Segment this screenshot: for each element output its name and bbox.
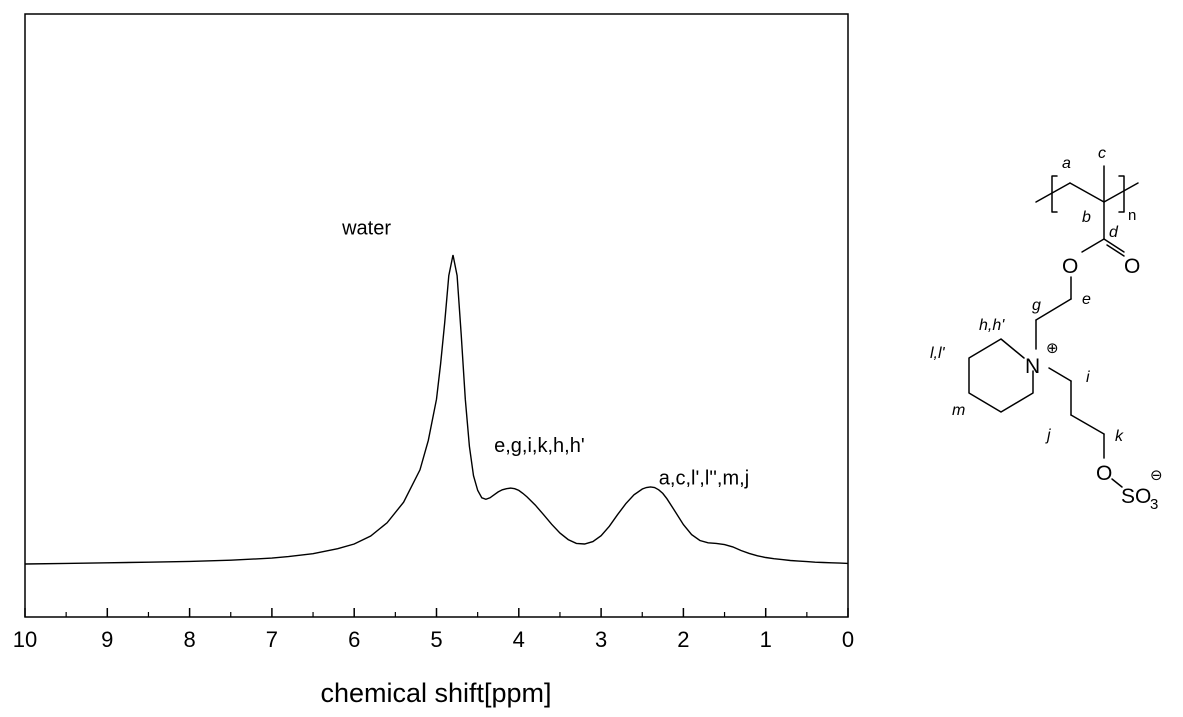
x-tick-label: 0	[842, 627, 854, 652]
carbonyl-double-bond-2	[1106, 244, 1125, 257]
annotation-e-g-i-k-h: e,g,i,k,h,h'	[494, 435, 585, 457]
backbone-bond-right	[1103, 182, 1139, 203]
atom-o-sulfo: O	[1096, 462, 1112, 485]
x-axis-tick-labels: 10 9 8 7 6 5 4 3 2 1 0	[13, 627, 854, 652]
x-tick-label: 2	[677, 627, 689, 652]
atom-so3: SO	[1121, 485, 1151, 508]
backbone-bond-left	[1035, 182, 1071, 203]
atom-n: N	[1025, 355, 1040, 378]
bond-e-g	[1035, 298, 1072, 321]
label-d: d	[1109, 224, 1119, 241]
x-tick-label: 10	[13, 627, 37, 652]
x-tick-label: 1	[760, 627, 772, 652]
ester-bond	[1081, 238, 1105, 253]
x-axis-ticks	[24, 608, 849, 617]
bond-o-s	[1111, 478, 1123, 488]
chemical-structure	[968, 165, 1139, 488]
label-e: e	[1082, 291, 1091, 308]
label-ll: l,l'	[930, 345, 946, 362]
label-k: k	[1115, 428, 1124, 445]
x-tick-label: 6	[348, 627, 360, 652]
backbone-bond-a	[1069, 182, 1105, 203]
x-tick-label: 4	[513, 627, 525, 652]
label-i: i	[1086, 369, 1090, 386]
charge-plus: ⊕	[1046, 340, 1059, 357]
bracket-right	[1118, 175, 1125, 213]
label-hh: h,h'	[979, 317, 1005, 334]
atom-so3-subscript: 3	[1150, 496, 1158, 513]
carbonyl-double-bond-1	[1103, 238, 1125, 253]
label-g: g	[1032, 297, 1041, 314]
x-axis-title: chemical shift[ppm]	[320, 678, 551, 708]
x-tick-label: 5	[430, 627, 442, 652]
x-tick-label: 3	[595, 627, 607, 652]
atom-o-carbonyl: O	[1124, 255, 1140, 278]
annotation-a-c-l-m-j: a,c,l',l'',m,j	[659, 468, 749, 490]
x-tick-label: 9	[101, 627, 113, 652]
atom-o-ester: O	[1062, 255, 1078, 278]
x-tick-label: 8	[183, 627, 195, 652]
label-n: n	[1128, 207, 1136, 224]
bracket-left	[1051, 175, 1058, 213]
structure-labels: a c b d n O O e g h,h' l,l' N ⊕ i m j k …	[930, 145, 1163, 513]
label-m: m	[952, 402, 965, 419]
piperidine-ring	[968, 338, 1034, 413]
label-j: j	[1045, 427, 1051, 444]
label-c: c	[1098, 145, 1106, 162]
label-b: b	[1082, 209, 1091, 226]
plot-frame	[24, 13, 849, 618]
label-a: a	[1062, 155, 1071, 172]
charge-minus: ⊖	[1150, 467, 1163, 484]
bond-j-k	[1070, 414, 1105, 435]
series-line	[24, 254, 849, 565]
x-tick-label: 7	[266, 627, 278, 652]
annotation-water: water	[341, 217, 391, 239]
bond-n-i	[1048, 367, 1072, 382]
